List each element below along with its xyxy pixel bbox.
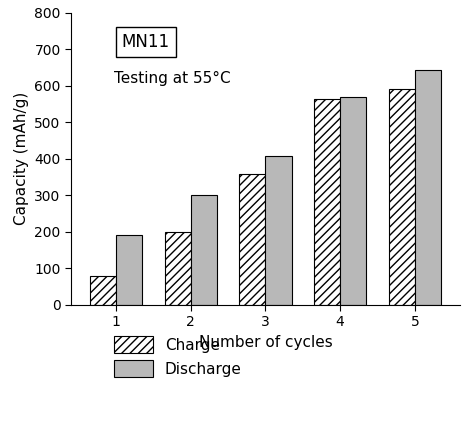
Legend: Charge, Discharge: Charge, Discharge <box>110 332 246 382</box>
Bar <box>239 174 265 305</box>
Bar <box>164 232 191 305</box>
Bar <box>314 98 340 305</box>
Bar <box>389 89 415 305</box>
Text: Testing at 55°C: Testing at 55°C <box>114 71 230 86</box>
Text: MN11: MN11 <box>122 33 170 51</box>
Y-axis label: Capacity (mAh/g): Capacity (mAh/g) <box>14 92 29 226</box>
Bar <box>116 235 142 305</box>
Bar <box>340 97 366 305</box>
Bar <box>191 195 217 305</box>
X-axis label: Number of cycles: Number of cycles <box>199 335 332 350</box>
Bar <box>90 276 116 305</box>
Bar <box>415 70 441 305</box>
Bar <box>265 156 292 305</box>
